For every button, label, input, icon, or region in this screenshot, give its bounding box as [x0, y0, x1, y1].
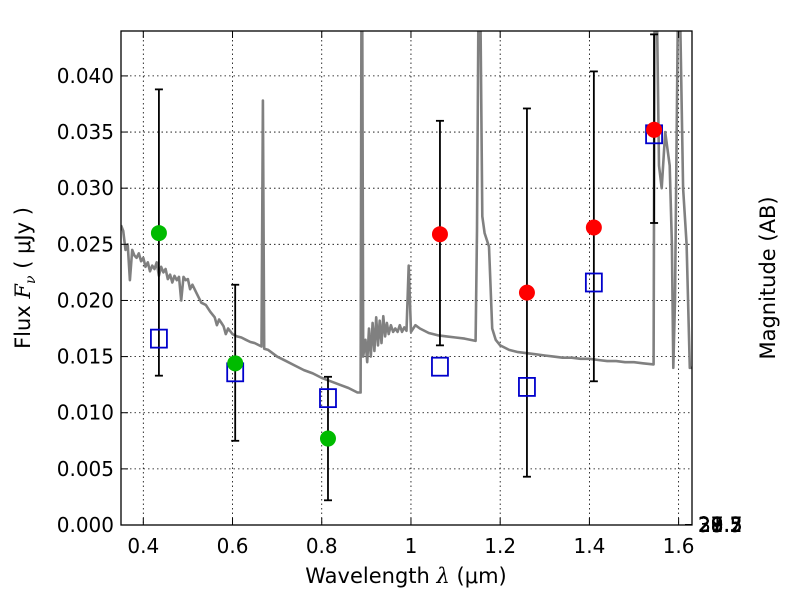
x-axis-label: Wavelength λ (μm) [305, 564, 506, 588]
model-square-marker [584, 272, 603, 293]
model-square-marker [319, 388, 337, 409]
y-tick-label: 0.000 [57, 513, 114, 537]
observed-point-marker [227, 355, 244, 372]
mag-tick-label: 31 [698, 513, 723, 537]
y-tick-label: 0.025 [57, 232, 114, 256]
mag-tick-label: 28.2 [698, 513, 743, 537]
model-spectrum-line [121, 31, 692, 394]
model-square-marker [431, 356, 449, 377]
y-tick-label: 0.030 [57, 176, 114, 200]
mag-tick-label: 28 [698, 513, 723, 537]
y-tick-label: 0.035 [57, 120, 114, 144]
model-square-marker [518, 377, 536, 397]
model-square-marker [150, 328, 168, 349]
x-tick-label: 0.6 [217, 534, 249, 558]
observed-point-marker [585, 219, 602, 236]
observed-point-marker [319, 430, 336, 447]
y-tick-label: 0.020 [57, 288, 114, 312]
y-tick-label: 0.005 [57, 457, 114, 481]
observed-point-marker [431, 226, 448, 243]
y-tick-label: 0.015 [57, 345, 114, 369]
mag-tick-label: 28.5 [698, 513, 743, 537]
x-tick-label: 1.4 [573, 534, 605, 558]
mag-tick-label: 29 [698, 513, 723, 537]
observed-point-marker [646, 121, 663, 138]
mag-tick-label: 29.5 [698, 513, 743, 537]
x-tick-label: 0.4 [127, 534, 159, 558]
mag-tick-label: 30 [698, 513, 723, 537]
model-spectrum-layer [121, 31, 692, 394]
y2-axis-label: Magnitude (AB) [756, 196, 780, 359]
observed-point-marker [518, 284, 535, 301]
y-axis-label: Flux Fν ( μJy ) [11, 207, 39, 349]
tick-layer: 0.4 0.6 0.8 1 1.2 1.4 1.6 0.000 0.005 0.010 0.015 0… [57, 31, 743, 558]
observed-point-marker [150, 225, 167, 242]
marker-layer [150, 121, 663, 447]
x-tick-label: 1 [405, 534, 418, 558]
x-tick-label: 1.6 [663, 534, 695, 558]
mag-tick-label: 27.5 [698, 513, 743, 537]
mag-tick-label: 27.3 [698, 513, 743, 537]
x-tick-label: 0.8 [306, 534, 338, 558]
plot-frame [120, 30, 693, 526]
y-tick-label: 0.040 [57, 64, 114, 88]
y-tick-label: 0.010 [57, 401, 114, 425]
mag-tick-label: 27.7 [698, 513, 743, 537]
plot-area [121, 31, 692, 525]
x-tick-label: 1.2 [484, 534, 516, 558]
